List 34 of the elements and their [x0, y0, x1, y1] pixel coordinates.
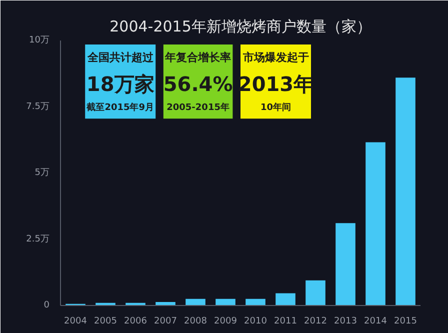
x-tick-label: 2015	[394, 316, 417, 326]
x-tick-label: 2012	[304, 316, 327, 326]
x-tick-label: 2010	[244, 316, 268, 326]
x-tick-label: 2011	[274, 316, 297, 326]
x-tick-label: 2008	[184, 316, 208, 326]
chart-title: 2004-2015年新增烧烤商户数量（家）	[110, 18, 372, 36]
annotation: 年复合增长率	[164, 51, 232, 64]
x-tick-label: 2007	[154, 316, 177, 326]
y-tick-label: 10万	[29, 36, 50, 46]
bar	[396, 78, 416, 306]
annotation: 市场爆发起于	[242, 51, 309, 64]
annotation: 10年间	[260, 102, 292, 114]
bar	[246, 298, 266, 306]
y-tick-label: 2.5万	[26, 234, 50, 244]
x-tick-label: 2014	[364, 316, 388, 326]
x-tick-label: 2004	[64, 316, 88, 326]
annotation: 18万家	[86, 72, 154, 96]
bar	[216, 298, 236, 306]
x-tick-label: 2005	[94, 316, 117, 326]
x-tick-label: 2013	[334, 316, 357, 326]
annotation: 全国共计超过	[86, 51, 154, 64]
x-tick-label: 2006	[124, 316, 148, 326]
y-tick-label: 5万	[34, 168, 50, 178]
annotation: 截至2015年9月	[86, 102, 154, 114]
annotation: 56.4%	[163, 72, 233, 96]
bar	[336, 223, 356, 306]
y-tick-label: 0	[44, 300, 50, 310]
annotation: 2005-2015年	[166, 102, 230, 114]
bar	[306, 280, 326, 306]
bar	[366, 142, 386, 306]
x-tick-label: 2009	[214, 316, 238, 326]
bar	[186, 298, 206, 306]
y-tick-label: 7.5万	[26, 102, 50, 112]
bar	[276, 293, 296, 306]
